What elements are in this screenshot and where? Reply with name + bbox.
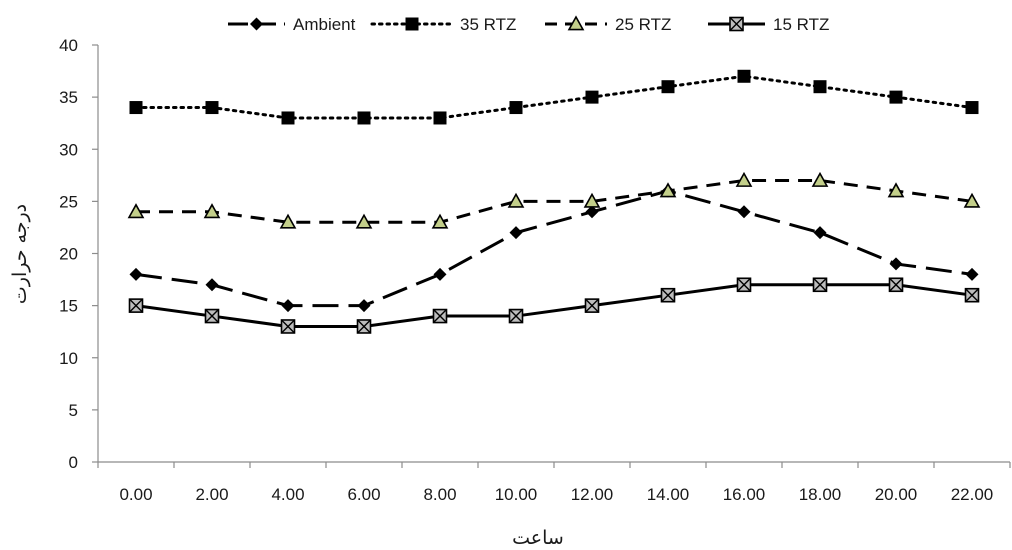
data-point-15-rtz bbox=[356, 319, 372, 334]
series-line-ambient bbox=[135, 189, 973, 308]
x-tick-label: 10.00 bbox=[495, 485, 538, 504]
data-point-25-rtz bbox=[507, 192, 525, 208]
x-tick-label: 6.00 bbox=[347, 485, 380, 504]
y-tick-label: 35 bbox=[59, 88, 78, 107]
y-tick-label: 10 bbox=[59, 349, 78, 368]
data-point-35-rtz bbox=[281, 111, 295, 125]
data-point-25-rtz bbox=[279, 213, 297, 229]
data-point-35-rtz bbox=[585, 90, 599, 104]
data-point-35-rtz bbox=[889, 90, 903, 104]
x-tick-label: 16.00 bbox=[723, 485, 766, 504]
y-tick-label: 30 bbox=[59, 140, 78, 159]
series-25-rtz bbox=[127, 171, 981, 229]
data-point-35-rtz bbox=[737, 69, 751, 83]
legend-item-25-rtz: 25 RTZ bbox=[545, 15, 671, 34]
legend-item-ambient: Ambient bbox=[228, 15, 356, 34]
legend-label: 35 RTZ bbox=[460, 15, 516, 34]
y-axis: 0 5 10 15 20 25 30 35 40 bbox=[59, 36, 99, 472]
data-point-ambient bbox=[509, 226, 523, 240]
legend-marker bbox=[729, 16, 744, 32]
data-point-ambient bbox=[357, 299, 371, 313]
x-tick-label: 0.00 bbox=[119, 485, 152, 504]
data-point-ambient bbox=[813, 226, 827, 240]
data-point-25-rtz bbox=[203, 203, 221, 219]
data-point-35-rtz bbox=[813, 80, 827, 94]
legend-label: 15 RTZ bbox=[773, 15, 829, 34]
data-point-15-rtz bbox=[280, 319, 296, 334]
series-line-35-rtz bbox=[134, 74, 974, 120]
data-point-ambient bbox=[433, 267, 447, 281]
data-point-25-rtz bbox=[735, 171, 753, 187]
x-tick-label: 14.00 bbox=[647, 485, 690, 504]
data-point-15-rtz bbox=[736, 277, 752, 293]
data-point-35-rtz bbox=[205, 101, 219, 115]
data-point-35-rtz bbox=[965, 101, 979, 115]
data-point-35-rtz bbox=[357, 111, 371, 125]
x-tick-label: 12.00 bbox=[571, 485, 614, 504]
data-point-25-rtz bbox=[583, 192, 601, 208]
data-point-25-rtz bbox=[887, 182, 905, 198]
data-point-25-rtz bbox=[811, 171, 829, 187]
y-axis-title: درجه حرارت bbox=[9, 204, 31, 304]
data-point-25-rtz bbox=[355, 213, 373, 229]
x-axis-title: ساعت bbox=[512, 527, 564, 549]
data-point-ambient bbox=[585, 205, 599, 219]
y-tick-label: 15 bbox=[59, 297, 78, 316]
legend-marker bbox=[250, 17, 263, 31]
data-point-ambient bbox=[737, 205, 751, 219]
data-point-25-rtz bbox=[127, 203, 145, 219]
data-point-15-rtz bbox=[128, 298, 144, 313]
x-axis: 0.00 2.00 4.00 6.00 8.00 10.00 12.00 14.00 16.00… bbox=[97, 461, 1011, 504]
data-point-25-rtz bbox=[963, 192, 981, 208]
data-point-ambient bbox=[205, 278, 219, 292]
legend-item-35-rtz: 35 RTZ bbox=[370, 15, 516, 34]
series-line-25-rtz bbox=[136, 179, 973, 224]
data-point-15-rtz bbox=[584, 298, 600, 313]
data-point-ambient bbox=[129, 267, 143, 281]
data-point-15-rtz bbox=[508, 308, 524, 324]
data-point-ambient bbox=[965, 267, 979, 281]
data-point-ambient bbox=[889, 257, 903, 271]
data-point-25-rtz bbox=[431, 213, 449, 229]
data-point-15-rtz bbox=[964, 287, 980, 303]
data-point-15-rtz bbox=[660, 287, 676, 303]
data-point-15-rtz bbox=[432, 308, 448, 324]
x-tick-label: 20.00 bbox=[875, 485, 918, 504]
data-point-35-rtz bbox=[661, 80, 675, 94]
y-tick-label: 0 bbox=[69, 453, 78, 472]
chart-legend: Ambient 35 RTZ 25 RTZ 15 RTZ bbox=[228, 15, 829, 34]
legend-label: 25 RTZ bbox=[615, 15, 671, 34]
y-tick-label: 40 bbox=[59, 36, 78, 55]
series-35-rtz bbox=[129, 69, 979, 125]
x-tick-label: 8.00 bbox=[423, 485, 456, 504]
legend-marker bbox=[567, 15, 585, 31]
series-15-rtz bbox=[128, 277, 980, 334]
x-tick-label: 22.00 bbox=[951, 485, 994, 504]
x-tick-label: 2.00 bbox=[195, 485, 228, 504]
series-line-15-rtz bbox=[135, 283, 973, 328]
y-tick-label: 20 bbox=[59, 245, 78, 264]
series-ambient bbox=[129, 184, 979, 313]
data-point-25-rtz bbox=[659, 182, 677, 198]
data-point-ambient bbox=[281, 299, 295, 313]
data-point-35-rtz bbox=[129, 101, 143, 115]
series-layer bbox=[127, 69, 981, 334]
legend-marker bbox=[405, 17, 419, 31]
data-point-15-rtz bbox=[812, 277, 828, 293]
y-tick-label: 5 bbox=[69, 401, 78, 420]
x-tick-label: 18.00 bbox=[799, 485, 842, 504]
data-point-35-rtz bbox=[509, 101, 523, 115]
data-point-35-rtz bbox=[433, 111, 447, 125]
legend-item-15-rtz: 15 RTZ bbox=[708, 15, 829, 34]
y-tick-label: 25 bbox=[59, 192, 78, 211]
x-tick-label: 4.00 bbox=[271, 485, 304, 504]
legend-label: Ambient bbox=[293, 15, 356, 34]
data-point-15-rtz bbox=[888, 277, 904, 293]
data-point-15-rtz bbox=[204, 308, 220, 324]
